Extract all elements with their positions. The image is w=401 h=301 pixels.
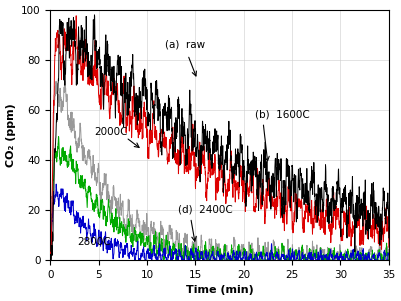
Text: (a)  raw: (a) raw (164, 39, 205, 49)
Text: 2800C: 2800C (77, 237, 111, 247)
Y-axis label: CO₂ (ppm): CO₂ (ppm) (6, 103, 16, 167)
Text: 2000C: 2000C (94, 127, 128, 137)
Text: (b)  1600C: (b) 1600C (255, 109, 310, 119)
Text: (d)  2400C: (d) 2400C (178, 205, 233, 215)
X-axis label: Time (min): Time (min) (186, 285, 253, 296)
